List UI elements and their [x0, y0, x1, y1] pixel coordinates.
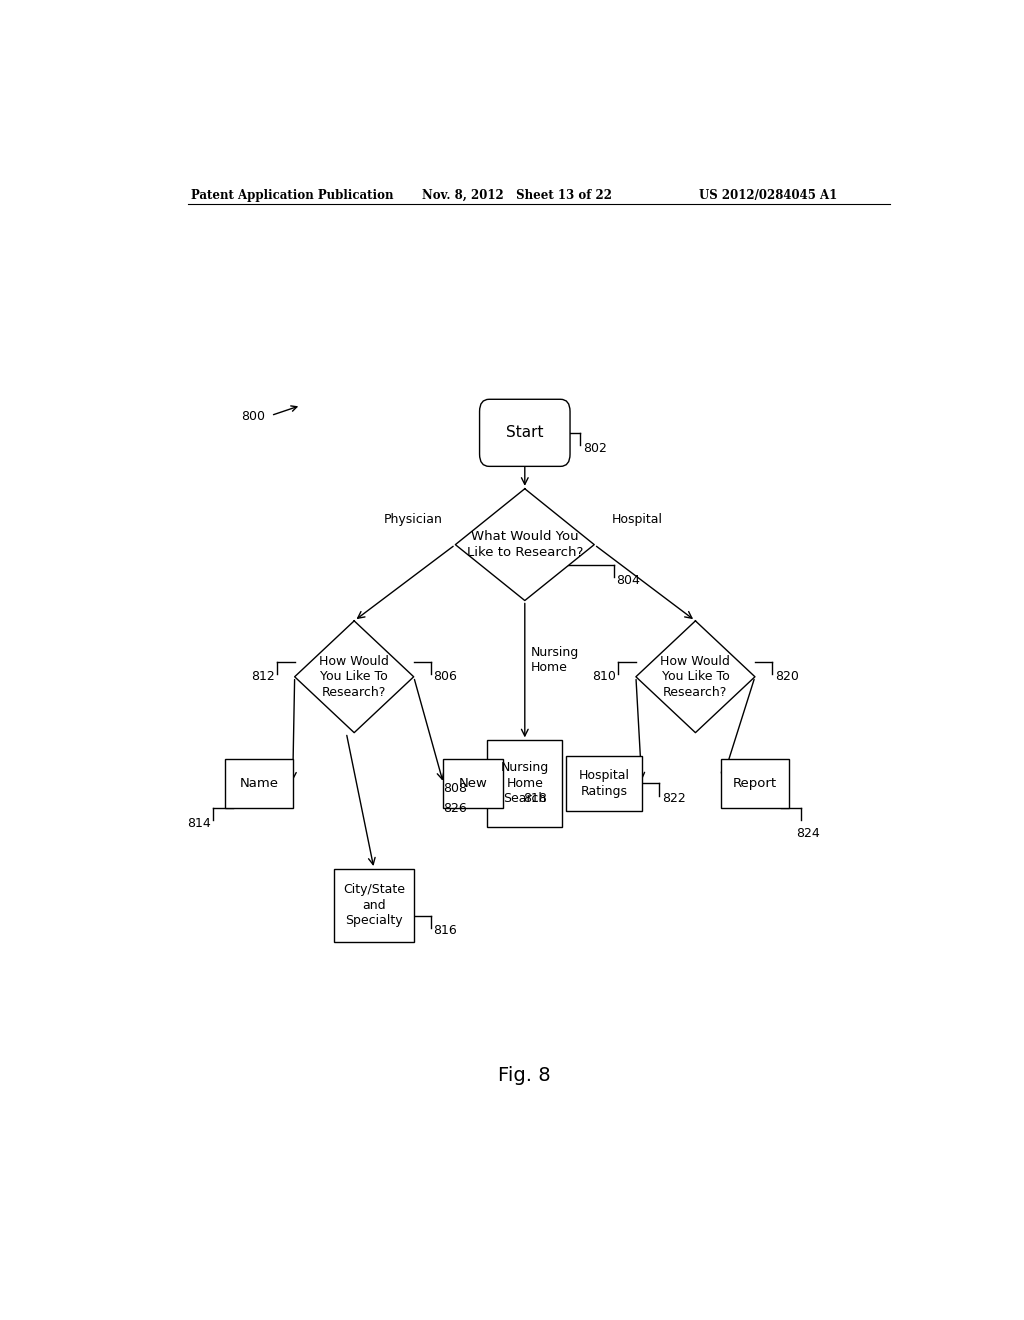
Text: 816: 816: [433, 924, 458, 937]
Text: 812: 812: [251, 671, 274, 684]
FancyBboxPatch shape: [479, 399, 570, 466]
Text: Fig. 8: Fig. 8: [499, 1065, 551, 1085]
Text: 806: 806: [433, 671, 458, 684]
Text: 804: 804: [616, 574, 640, 586]
Text: 822: 822: [662, 792, 685, 805]
Polygon shape: [636, 620, 755, 733]
Text: 810: 810: [592, 671, 616, 684]
Bar: [566, 755, 642, 812]
Text: How Would
You Like To
Research?: How Would You Like To Research?: [319, 655, 389, 698]
Text: Hospital
Ratings: Hospital Ratings: [579, 770, 630, 797]
Text: 818: 818: [523, 792, 547, 805]
Text: 820: 820: [775, 671, 799, 684]
Text: Nursing
Home
Search: Nursing Home Search: [501, 762, 549, 805]
Text: 808: 808: [443, 781, 467, 795]
Text: 826: 826: [443, 803, 467, 816]
Text: Name: Name: [240, 777, 279, 789]
Text: 824: 824: [797, 826, 820, 840]
Text: 800: 800: [242, 411, 265, 424]
Text: What Would You
Like to Research?: What Would You Like to Research?: [467, 531, 583, 558]
Polygon shape: [456, 488, 594, 601]
Text: 802: 802: [583, 442, 606, 454]
Bar: [721, 759, 788, 808]
Text: 814: 814: [187, 817, 211, 830]
Text: New: New: [459, 777, 487, 789]
Text: Nov. 8, 2012   Sheet 13 of 22: Nov. 8, 2012 Sheet 13 of 22: [422, 189, 611, 202]
Text: Physician: Physician: [383, 513, 442, 527]
Bar: [443, 759, 503, 808]
Text: Patent Application Publication: Patent Application Publication: [191, 189, 394, 202]
Text: Start: Start: [506, 425, 544, 441]
Text: Nursing
Home: Nursing Home: [531, 647, 580, 675]
Bar: [487, 741, 562, 826]
Polygon shape: [295, 620, 414, 733]
Bar: [225, 759, 293, 808]
Text: US 2012/0284045 A1: US 2012/0284045 A1: [699, 189, 838, 202]
Text: Report: Report: [733, 777, 777, 789]
Text: How Would
You Like To
Research?: How Would You Like To Research?: [660, 655, 730, 698]
Text: City/State
and
Specialty: City/State and Specialty: [343, 883, 406, 928]
Bar: [334, 869, 414, 942]
Text: Hospital: Hospital: [611, 513, 663, 527]
